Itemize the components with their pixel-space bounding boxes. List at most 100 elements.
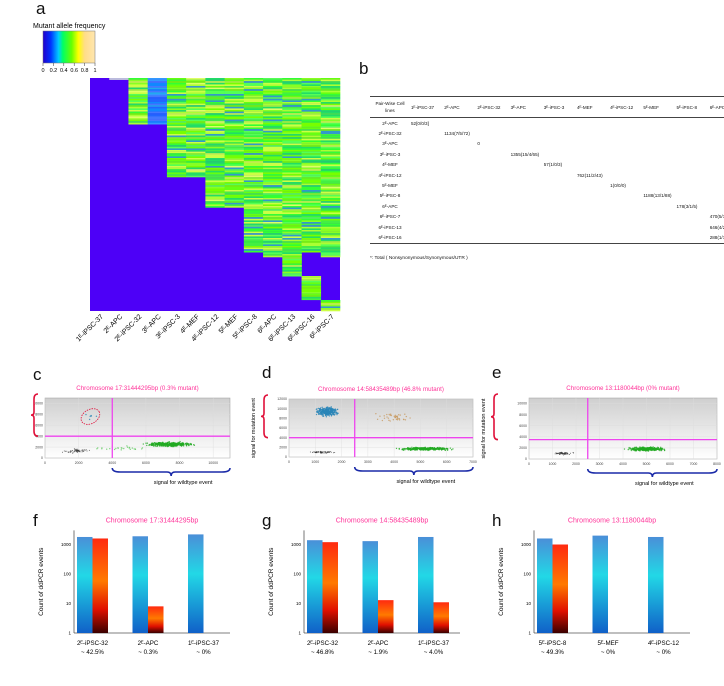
heatmap-cell [243,201,264,203]
heatmap-cell [320,215,341,218]
heatmap-cell [301,97,322,99]
heatmap-cell [224,111,245,114]
heatmap-cell [243,228,264,231]
heatmap-cell [301,276,322,278]
heatmap-cell [301,191,322,194]
heatmap-cell [147,89,168,91]
scatter-point-wildtype [420,448,422,451]
heatmap-cell [320,94,341,96]
heatmap-cell [263,217,283,219]
scatter-point-wildtype [153,445,155,447]
heatmap-cell [301,225,322,227]
scatter-point-negative [557,452,559,454]
heatmap-cell [128,103,148,106]
heatmap-cell [263,228,283,231]
heatmap-cell [243,158,264,160]
brace-mutation [30,393,39,437]
heatmap-cell [282,122,302,125]
heatmap-cell [128,111,148,114]
heatmap-cell [263,185,283,187]
heatmap-cell [224,130,245,133]
category-label: 4ᴱ-iPSC-12 [648,640,680,647]
heatmap-cell [205,140,225,143]
scatter-point-double [399,414,401,416]
heatmap-cell [205,175,225,178]
bar-blue [132,536,148,633]
scatter-point-wildtype [646,448,649,450]
table-empty-cell [410,232,444,244]
heatmap-cell [147,116,168,119]
heatmap-cell [282,84,302,87]
table-value: 762(11/2/43) [576,172,603,178]
scatter-point-negative [309,451,311,453]
heatmap-cell [224,140,245,143]
scatter-point-wildtype [647,447,650,449]
heatmap-cell [282,217,302,219]
heatmap-cell [282,87,302,90]
scatter-point-wildtype [633,447,635,450]
heatmap-cell [224,78,245,80]
heatmap-cell [166,90,187,93]
heatmap-cell [282,202,302,205]
heatmap-cell [166,94,187,96]
scatter-point-wildtype [432,448,435,451]
scatter-point-double [395,418,398,421]
heatmap-cell [263,220,283,223]
scatter-point-wildtype [182,445,185,447]
heatmap-cell [224,199,245,202]
scatter-point-negative [319,451,321,453]
row-label: 4ᴱ-iPSC-12 [378,172,402,178]
scatter-point-mutant [334,410,337,412]
heatmap-cell [282,198,302,200]
row-label: 6ᴱ-iPSC-16 [370,232,410,244]
table-row: 5ᴱ-MEF 1(0/0/0) [370,180,724,190]
heatmap-cell [301,228,322,231]
heatmap-cell [166,169,187,171]
heatmap-cell [301,146,322,149]
heatmap-cell [147,103,168,106]
heatmap-cell [205,102,225,104]
scatter-point-double [402,418,405,421]
heatmap-cell [320,169,341,171]
heatmap-cell [205,148,225,151]
heatmap-cell [128,81,148,83]
panel-label-h: h [492,511,502,530]
scatter-title: Chromosome 17:31444295bp (0.3% mutant) [76,385,198,392]
scatter-point-negative [330,451,332,453]
heatmap-cell [166,87,187,90]
heatmap-cell [301,230,322,232]
heatmap-cell [301,231,322,234]
table-header-cell: 5ᴱ-iPSC-8 [675,96,709,118]
heatmap-cell [263,239,283,242]
scatter-title: Chromosome 13:1180044bp (0% mutant) [566,385,679,392]
heatmap-cell [205,108,225,111]
table-value: 288(1/1/15) [708,232,724,244]
heatmap-cell [320,223,341,226]
scatter-point-wildtype-sparse [134,448,137,450]
scatter-point-mutant [331,411,334,414]
scatter-point-wildtype [171,444,173,446]
heatmap-cell [224,158,245,160]
heatmap-cell [243,222,264,224]
heatmap-cell [205,97,225,99]
heatmap-cell [282,268,302,271]
heatmap-cell [320,207,341,210]
heatmap-cell [243,241,264,243]
colorbar [42,30,96,64]
heatmap-cell [205,105,225,107]
scatter-point-negative [563,452,565,454]
heatmap-cell [243,143,264,146]
heatmap-cell [282,116,302,119]
heatmap-cell [301,183,322,186]
category-label: 2ᴱ-APC [368,640,389,647]
heatmap-cell [282,81,302,83]
heatmap-cell [263,86,283,88]
heatmap-cell [320,119,341,122]
heatmap-cell [224,106,245,109]
table-row: 3ᴱ-iPSC-3 1355(15/4/65) [370,149,724,159]
heatmap-cell [301,186,322,189]
heatmap-cell [320,233,341,235]
heatmap-cell [205,199,225,202]
heatmap-cell [243,242,264,245]
heatmap-cell [263,172,283,175]
